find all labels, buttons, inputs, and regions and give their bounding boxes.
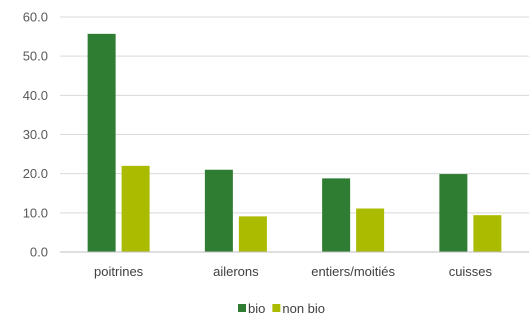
legend-label: non bio bbox=[282, 301, 325, 316]
y-tick-label: 10.0 bbox=[23, 205, 48, 220]
legend: bio non bio bbox=[238, 301, 325, 316]
bar-non-bio-2 bbox=[356, 208, 385, 252]
bar-bio-0 bbox=[87, 33, 116, 252]
legend-label: bio bbox=[248, 301, 265, 316]
y-tick-label: 30.0 bbox=[23, 127, 48, 142]
x-category-label: entiers/moitiés bbox=[311, 264, 395, 279]
x-category-label: poitrines bbox=[94, 264, 144, 279]
legend-swatch-bio bbox=[238, 304, 246, 312]
bar-bio-2 bbox=[322, 178, 351, 252]
y-tick-label: 60.0 bbox=[23, 10, 48, 25]
y-tick-label: 50.0 bbox=[23, 49, 48, 64]
bar-non-bio-3 bbox=[473, 215, 502, 252]
x-category-label: cuisses bbox=[449, 264, 493, 279]
y-tick-label: 20.0 bbox=[23, 166, 48, 181]
y-axis: 0.0 10.0 20.0 30.0 40.0 50.0 60.0 bbox=[23, 10, 48, 260]
x-axis: poitrines ailerons entiers/moitiés cuisses bbox=[60, 251, 529, 279]
y-tick-label: 0.0 bbox=[30, 245, 48, 260]
bar-bio-3 bbox=[439, 174, 468, 252]
x-category-label: ailerons bbox=[213, 264, 259, 279]
bar-non-bio-1 bbox=[238, 216, 267, 252]
legend-swatch-non-bio bbox=[272, 304, 281, 312]
bar-bio-1 bbox=[204, 169, 233, 252]
bar-non-bio-0 bbox=[121, 165, 150, 252]
bars bbox=[87, 33, 502, 252]
y-tick-label: 40.0 bbox=[23, 88, 48, 103]
